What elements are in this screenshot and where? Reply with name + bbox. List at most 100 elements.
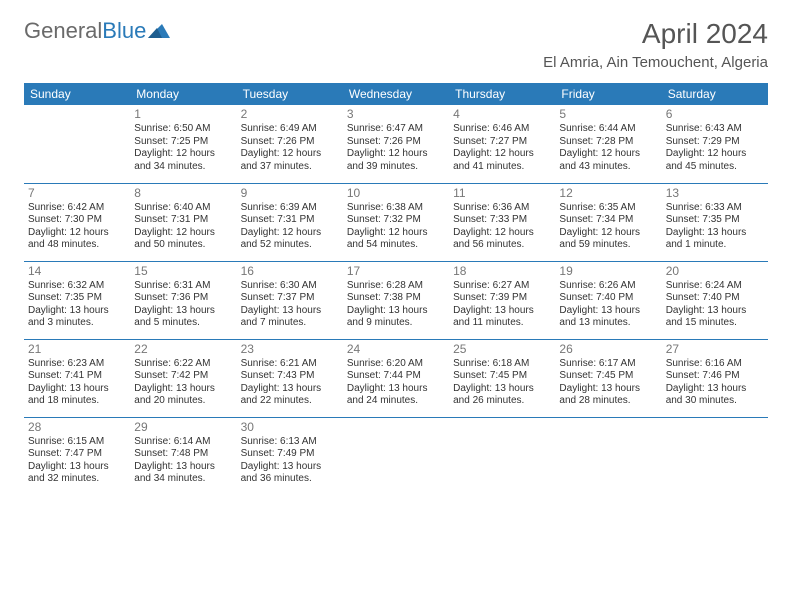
sunrise-text: Sunrise: 6:15 AM	[28, 436, 126, 449]
sunset-text: Sunset: 7:28 PM	[559, 136, 657, 149]
daylight-text: Daylight: 13 hours and 22 minutes.	[241, 383, 339, 408]
sunrise-text: Sunrise: 6:17 AM	[559, 358, 657, 371]
brand-part1: General	[24, 18, 102, 44]
daylight-text: Daylight: 12 hours and 48 minutes.	[28, 227, 126, 252]
logo-triangle-icon	[148, 18, 170, 44]
day-number: 10	[347, 186, 445, 201]
sunrise-text: Sunrise: 6:27 AM	[453, 280, 551, 293]
day-number: 22	[134, 342, 232, 357]
daylight-text: Daylight: 13 hours and 24 minutes.	[347, 383, 445, 408]
calendar-cell: 13Sunrise: 6:33 AMSunset: 7:35 PMDayligh…	[662, 183, 768, 261]
day-number: 18	[453, 264, 551, 279]
day-number: 16	[241, 264, 339, 279]
day-number: 20	[666, 264, 764, 279]
sunrise-text: Sunrise: 6:50 AM	[134, 123, 232, 136]
calendar-cell: 19Sunrise: 6:26 AMSunset: 7:40 PMDayligh…	[555, 261, 661, 339]
sunrise-text: Sunrise: 6:35 AM	[559, 202, 657, 215]
sunset-text: Sunset: 7:31 PM	[241, 214, 339, 227]
calendar-cell: 7Sunrise: 6:42 AMSunset: 7:30 PMDaylight…	[24, 183, 130, 261]
sunset-text: Sunset: 7:37 PM	[241, 292, 339, 305]
day-number: 23	[241, 342, 339, 357]
calendar-cell: 2Sunrise: 6:49 AMSunset: 7:26 PMDaylight…	[237, 105, 343, 183]
day-header: Wednesday	[343, 83, 449, 105]
calendar-cell: 24Sunrise: 6:20 AMSunset: 7:44 PMDayligh…	[343, 339, 449, 417]
day-number: 29	[134, 420, 232, 435]
day-header: Saturday	[662, 83, 768, 105]
sunset-text: Sunset: 7:46 PM	[666, 370, 764, 383]
sunrise-text: Sunrise: 6:39 AM	[241, 202, 339, 215]
sunset-text: Sunset: 7:26 PM	[241, 136, 339, 149]
calendar-cell: 22Sunrise: 6:22 AMSunset: 7:42 PMDayligh…	[130, 339, 236, 417]
sunrise-text: Sunrise: 6:36 AM	[453, 202, 551, 215]
day-number: 11	[453, 186, 551, 201]
calendar-cell: 6Sunrise: 6:43 AMSunset: 7:29 PMDaylight…	[662, 105, 768, 183]
calendar-cell: 20Sunrise: 6:24 AMSunset: 7:40 PMDayligh…	[662, 261, 768, 339]
calendar-cell: 10Sunrise: 6:38 AMSunset: 7:32 PMDayligh…	[343, 183, 449, 261]
daylight-text: Daylight: 13 hours and 30 minutes.	[666, 383, 764, 408]
daylight-text: Daylight: 13 hours and 15 minutes.	[666, 305, 764, 330]
location-subtitle: El Amria, Ain Temouchent, Algeria	[543, 54, 768, 71]
calendar-cell: 9Sunrise: 6:39 AMSunset: 7:31 PMDaylight…	[237, 183, 343, 261]
calendar-cell: 12Sunrise: 6:35 AMSunset: 7:34 PMDayligh…	[555, 183, 661, 261]
daylight-text: Daylight: 13 hours and 11 minutes.	[453, 305, 551, 330]
sunset-text: Sunset: 7:45 PM	[453, 370, 551, 383]
sunset-text: Sunset: 7:39 PM	[453, 292, 551, 305]
calendar-week-row: 1Sunrise: 6:50 AMSunset: 7:25 PMDaylight…	[24, 105, 768, 183]
day-number: 17	[347, 264, 445, 279]
calendar-cell: 4Sunrise: 6:46 AMSunset: 7:27 PMDaylight…	[449, 105, 555, 183]
calendar-cell	[555, 417, 661, 495]
sunrise-text: Sunrise: 6:30 AM	[241, 280, 339, 293]
calendar-cell: 11Sunrise: 6:36 AMSunset: 7:33 PMDayligh…	[449, 183, 555, 261]
daylight-text: Daylight: 12 hours and 52 minutes.	[241, 227, 339, 252]
sunset-text: Sunset: 7:48 PM	[134, 448, 232, 461]
daylight-text: Daylight: 12 hours and 45 minutes.	[666, 148, 764, 173]
calendar-cell: 8Sunrise: 6:40 AMSunset: 7:31 PMDaylight…	[130, 183, 236, 261]
header: GeneralBlue April 2024 El Amria, Ain Tem…	[0, 0, 792, 75]
day-header: Thursday	[449, 83, 555, 105]
sunrise-text: Sunrise: 6:22 AM	[134, 358, 232, 371]
day-number: 12	[559, 186, 657, 201]
day-number: 1	[134, 107, 232, 122]
calendar-week-row: 21Sunrise: 6:23 AMSunset: 7:41 PMDayligh…	[24, 339, 768, 417]
day-number: 6	[666, 107, 764, 122]
sunset-text: Sunset: 7:31 PM	[134, 214, 232, 227]
sunrise-text: Sunrise: 6:16 AM	[666, 358, 764, 371]
daylight-text: Daylight: 13 hours and 26 minutes.	[453, 383, 551, 408]
daylight-text: Daylight: 12 hours and 43 minutes.	[559, 148, 657, 173]
calendar-week-row: 14Sunrise: 6:32 AMSunset: 7:35 PMDayligh…	[24, 261, 768, 339]
sunset-text: Sunset: 7:43 PM	[241, 370, 339, 383]
daylight-text: Daylight: 12 hours and 37 minutes.	[241, 148, 339, 173]
daylight-text: Daylight: 13 hours and 9 minutes.	[347, 305, 445, 330]
day-header: Friday	[555, 83, 661, 105]
day-number: 5	[559, 107, 657, 122]
daylight-text: Daylight: 13 hours and 13 minutes.	[559, 305, 657, 330]
day-header-row: Sunday Monday Tuesday Wednesday Thursday…	[24, 83, 768, 105]
sunrise-text: Sunrise: 6:40 AM	[134, 202, 232, 215]
sunset-text: Sunset: 7:33 PM	[453, 214, 551, 227]
day-number: 26	[559, 342, 657, 357]
daylight-text: Daylight: 13 hours and 5 minutes.	[134, 305, 232, 330]
calendar-cell	[343, 417, 449, 495]
calendar-week-row: 7Sunrise: 6:42 AMSunset: 7:30 PMDaylight…	[24, 183, 768, 261]
sunset-text: Sunset: 7:42 PM	[134, 370, 232, 383]
page-title: April 2024	[543, 18, 768, 50]
day-number: 19	[559, 264, 657, 279]
daylight-text: Daylight: 13 hours and 7 minutes.	[241, 305, 339, 330]
daylight-text: Daylight: 13 hours and 18 minutes.	[28, 383, 126, 408]
day-header: Tuesday	[237, 83, 343, 105]
sunset-text: Sunset: 7:34 PM	[559, 214, 657, 227]
calendar-cell: 1Sunrise: 6:50 AMSunset: 7:25 PMDaylight…	[130, 105, 236, 183]
daylight-text: Daylight: 13 hours and 28 minutes.	[559, 383, 657, 408]
brand-part2: Blue	[102, 18, 146, 44]
sunrise-text: Sunrise: 6:13 AM	[241, 436, 339, 449]
sunset-text: Sunset: 7:35 PM	[666, 214, 764, 227]
sunset-text: Sunset: 7:26 PM	[347, 136, 445, 149]
day-header: Sunday	[24, 83, 130, 105]
sunrise-text: Sunrise: 6:24 AM	[666, 280, 764, 293]
calendar-cell: 16Sunrise: 6:30 AMSunset: 7:37 PMDayligh…	[237, 261, 343, 339]
daylight-text: Daylight: 12 hours and 50 minutes.	[134, 227, 232, 252]
calendar-cell: 5Sunrise: 6:44 AMSunset: 7:28 PMDaylight…	[555, 105, 661, 183]
sunrise-text: Sunrise: 6:31 AM	[134, 280, 232, 293]
calendar-cell: 25Sunrise: 6:18 AMSunset: 7:45 PMDayligh…	[449, 339, 555, 417]
calendar-week-row: 28Sunrise: 6:15 AMSunset: 7:47 PMDayligh…	[24, 417, 768, 495]
